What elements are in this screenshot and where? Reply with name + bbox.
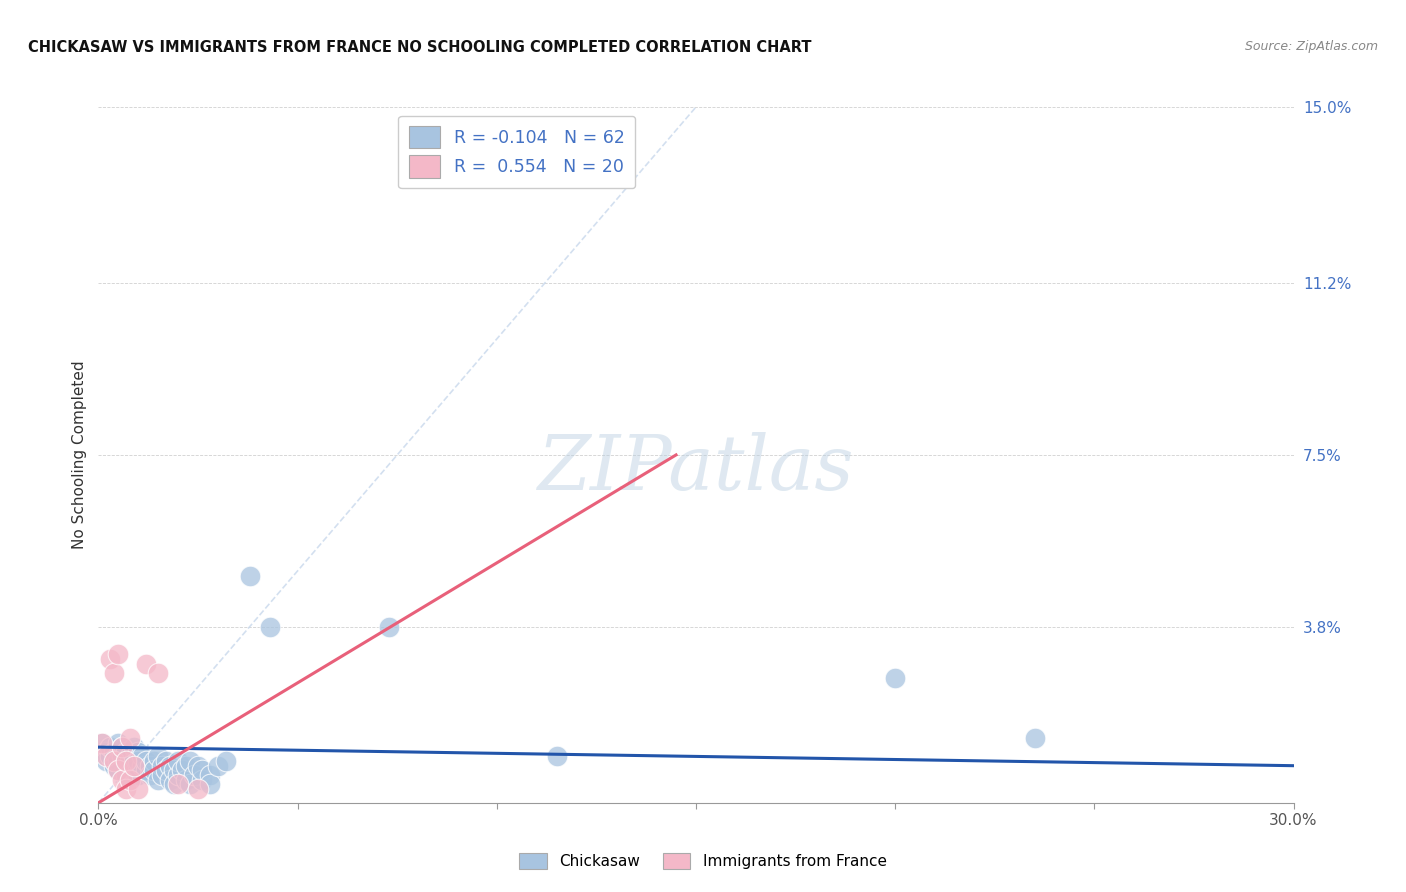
Point	[187, 781, 209, 796]
Point	[107, 754, 129, 768]
Point	[107, 764, 129, 778]
Point	[191, 764, 214, 778]
Point	[150, 768, 173, 782]
Point	[1024, 731, 1046, 745]
Point	[111, 772, 134, 787]
Point	[198, 768, 221, 782]
Point	[120, 772, 142, 787]
Text: Source: ZipAtlas.com: Source: ZipAtlas.com	[1244, 40, 1378, 54]
Point	[148, 749, 170, 764]
Point	[155, 764, 177, 778]
Point	[148, 772, 170, 787]
Point	[120, 758, 142, 772]
Point	[139, 768, 162, 782]
Point	[124, 740, 146, 755]
Legend: Chickasaw, Immigrants from France: Chickasaw, Immigrants from France	[513, 847, 893, 875]
Point	[378, 619, 401, 633]
Point	[91, 735, 114, 749]
Point	[135, 754, 157, 768]
Point	[124, 764, 146, 778]
Point	[111, 749, 134, 764]
Point	[191, 772, 214, 787]
Point	[98, 749, 122, 764]
Y-axis label: No Schooling Completed: No Schooling Completed	[72, 360, 87, 549]
Point	[167, 768, 190, 782]
Point	[107, 735, 129, 749]
Point	[103, 758, 125, 772]
Point	[135, 657, 157, 671]
Point	[103, 754, 125, 768]
Point	[127, 745, 149, 759]
Point	[111, 740, 134, 755]
Point	[96, 745, 118, 759]
Point	[131, 758, 153, 772]
Point	[107, 764, 129, 778]
Point	[215, 754, 238, 768]
Point	[174, 758, 197, 772]
Legend: R = -0.104   N = 62, R =  0.554   N = 20: R = -0.104 N = 62, R = 0.554 N = 20	[398, 116, 636, 188]
Point	[239, 568, 262, 582]
Point	[96, 754, 118, 768]
Point	[207, 758, 229, 772]
Point	[127, 781, 149, 796]
Point	[124, 758, 146, 772]
Point	[120, 731, 142, 745]
Point	[159, 772, 181, 787]
Point	[115, 754, 138, 768]
Point	[150, 758, 173, 772]
Point	[148, 665, 170, 680]
Point	[115, 754, 138, 768]
Point	[167, 754, 190, 768]
Point	[172, 764, 194, 778]
Point	[159, 758, 181, 772]
Point	[179, 777, 201, 791]
Text: CHICKASAW VS IMMIGRANTS FROM FRANCE NO SCHOOLING COMPLETED CORRELATION CHART: CHICKASAW VS IMMIGRANTS FROM FRANCE NO S…	[28, 40, 811, 55]
Point	[163, 764, 186, 778]
Point	[98, 652, 122, 666]
Point	[139, 758, 162, 772]
Point	[183, 768, 205, 782]
Point	[259, 619, 281, 633]
Point	[135, 764, 157, 778]
Point	[111, 740, 134, 755]
Point	[143, 754, 166, 768]
Text: ZIPatlas: ZIPatlas	[537, 432, 855, 506]
Point	[131, 749, 153, 764]
Point	[198, 777, 221, 791]
Point	[103, 745, 125, 759]
Point	[143, 764, 166, 778]
Point	[546, 749, 568, 764]
Point	[98, 740, 122, 755]
Point	[115, 781, 138, 796]
Point	[179, 754, 201, 768]
Point	[163, 777, 186, 791]
Point	[446, 169, 468, 184]
Point	[91, 735, 114, 749]
Point	[115, 768, 138, 782]
Point	[127, 754, 149, 768]
Point	[884, 671, 907, 685]
Point	[187, 758, 209, 772]
Point	[103, 665, 125, 680]
Point	[124, 754, 146, 768]
Point	[127, 768, 149, 782]
Point	[115, 745, 138, 759]
Point	[120, 749, 142, 764]
Point	[167, 777, 190, 791]
Point	[155, 754, 177, 768]
Point	[107, 648, 129, 662]
Point	[96, 749, 118, 764]
Point	[174, 772, 197, 787]
